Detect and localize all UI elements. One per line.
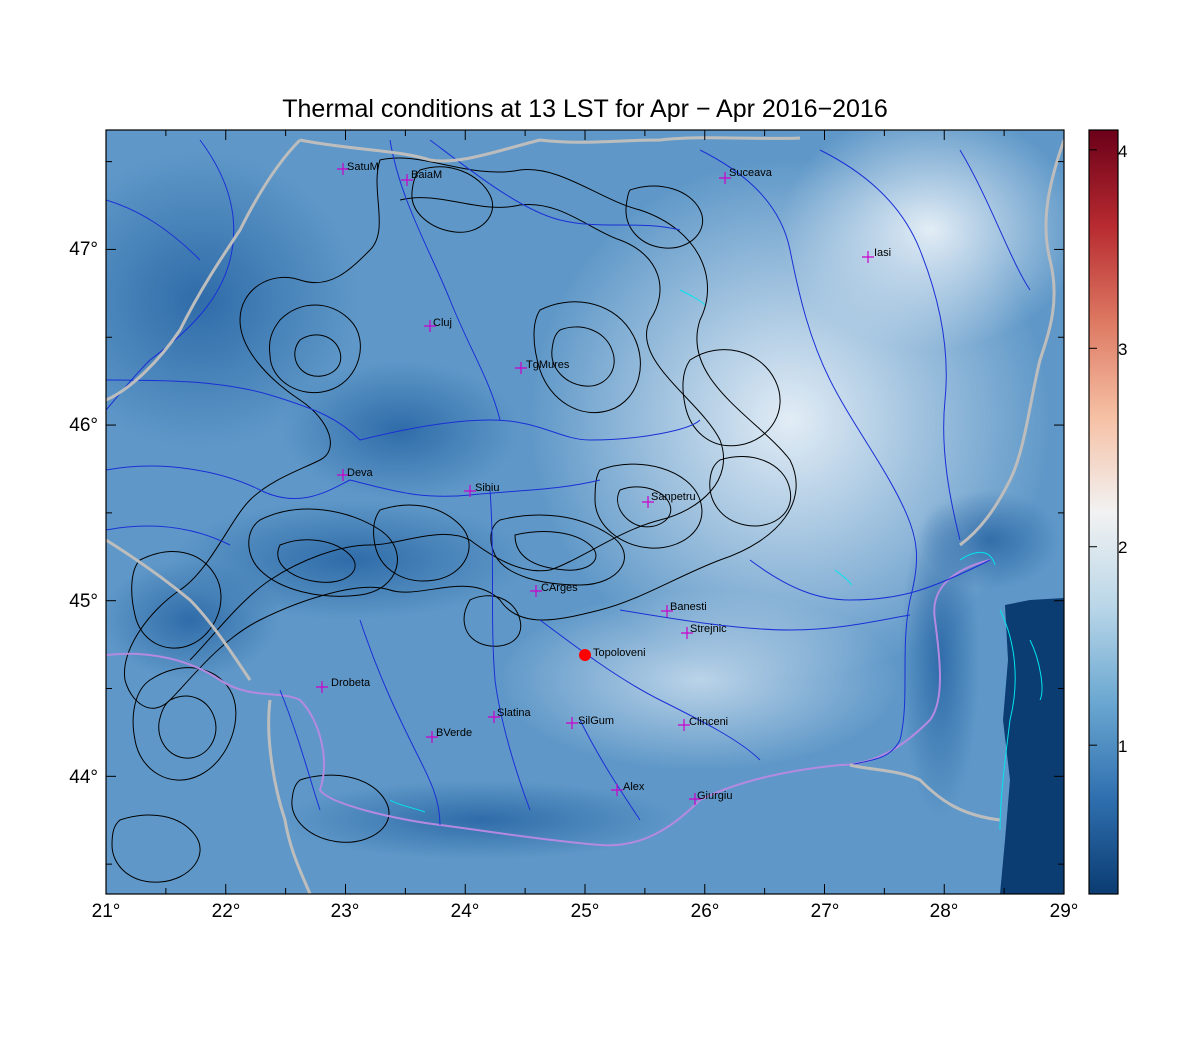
stations: SatuM BaiaM Suceava Iasi Cluj TgMures De… [316, 161, 891, 805]
station-label: Cluj [433, 317, 452, 329]
station-label: SilGum [578, 715, 614, 727]
latitude-axis: 44° 45° 46° 47° [69, 239, 98, 788]
station-marker [337, 163, 349, 175]
station-topoloveni: Topoloveni [579, 647, 646, 661]
station-carges: CArges [530, 582, 578, 597]
colorbar-label-4: 4 [1118, 142, 1127, 161]
station-suceava: Suceava [719, 167, 773, 184]
lon-label-21: 21° [92, 901, 121, 922]
station-label: Slatina [497, 707, 532, 719]
lon-label-26: 26° [691, 901, 720, 922]
station-marker [661, 605, 673, 617]
station-label: CArges [541, 582, 578, 594]
lat-label-47: 47° [69, 239, 98, 260]
station-sanpetru: Sanpetru [642, 491, 696, 508]
map-title: Thermal conditions at 13 LST for Apr − A… [282, 95, 887, 123]
station-label: Deva [347, 467, 374, 479]
station-deva: Deva [337, 467, 374, 481]
national-borders [106, 136, 1064, 894]
lat-label-44: 44° [69, 767, 98, 788]
station-label: Banesti [670, 601, 707, 613]
station-marker [611, 784, 623, 796]
station-slatina: Slatina [488, 707, 532, 723]
station-giurgiu: Giurgiu [689, 790, 732, 805]
station-silgum: SilGum [566, 715, 614, 729]
station-label: Strejnic [690, 623, 727, 635]
station-label: Sibiu [475, 482, 499, 494]
station-label: Sanpetru [651, 491, 696, 503]
colorbar-label-1: 1 [1118, 737, 1127, 756]
lon-label-27: 27° [811, 901, 840, 922]
rivers [106, 139, 1031, 847]
highlight-station-label: Topoloveni [593, 647, 646, 659]
station-baiam: BaiaM [401, 169, 442, 186]
lat-label-45: 45° [69, 591, 98, 612]
coastal-lakes [389, 289, 1043, 831]
station-tgmures: TgMures [515, 359, 570, 374]
station-label: BVerde [436, 727, 472, 739]
station-marker [401, 174, 413, 186]
lon-label-29: 29° [1050, 901, 1079, 922]
station-marker [642, 496, 654, 508]
colorbar-ticks [1089, 149, 1097, 746]
station-marker [337, 469, 349, 481]
longitude-axis: 21° 22° 23° 24° 25° 26° 27° 28° 29° [92, 901, 1079, 922]
station-strejnic: Strejnic [681, 623, 727, 639]
station-marker [566, 717, 578, 729]
station-label: Alex [623, 781, 645, 793]
elevation-contours [111, 157, 797, 883]
station-label: Iasi [874, 247, 891, 259]
lon-label-25: 25° [571, 901, 600, 922]
station-alex: Alex [611, 781, 645, 796]
station-marker [316, 681, 328, 693]
black-sea [1000, 598, 1064, 894]
station-label: Suceava [729, 167, 773, 179]
station-marker [681, 627, 693, 639]
station-banesti: Banesti [661, 601, 707, 617]
lon-label-28: 28° [930, 901, 959, 922]
map-panel [106, 130, 1064, 894]
lon-label-24: 24° [451, 901, 480, 922]
axis-ticks [105, 130, 1065, 894]
station-drobeta: Drobeta [316, 677, 371, 693]
station-marker [678, 719, 690, 731]
station-sibiu: Sibiu [464, 482, 499, 497]
temperature-field-shading [106, 130, 1064, 860]
station-label: Clinceni [689, 716, 728, 728]
station-label: TgMures [526, 359, 570, 371]
colorbar-bar [1088, 129, 1119, 895]
station-marker [689, 793, 701, 805]
highlight-station-marker [579, 649, 591, 661]
station-marker [862, 251, 874, 263]
station-bverde: BVerde [426, 727, 472, 743]
station-marker [464, 485, 476, 497]
station-marker [719, 172, 731, 184]
station-iasi: Iasi [862, 247, 891, 263]
colorbar-label-2: 2 [1118, 538, 1127, 557]
station-marker [530, 585, 542, 597]
station-clinceni: Clinceni [678, 716, 728, 731]
station-label: Giurgiu [697, 790, 732, 802]
station-label: BaiaM [411, 169, 442, 181]
lon-label-22: 22° [212, 901, 241, 922]
station-marker [488, 711, 500, 723]
station-label: Drobeta [331, 677, 371, 689]
station-marker [424, 320, 436, 332]
lon-label-23: 23° [331, 901, 360, 922]
station-marker [426, 731, 438, 743]
station-cluj: Cluj [424, 317, 452, 332]
colorbar-label-3: 3 [1118, 340, 1127, 359]
colorbar: 1 2 3 4 [1088, 129, 1127, 895]
station-label: SatuM [347, 161, 379, 173]
station-marker [515, 362, 527, 374]
station-satum: SatuM [337, 161, 379, 175]
lat-label-46: 46° [69, 415, 98, 436]
